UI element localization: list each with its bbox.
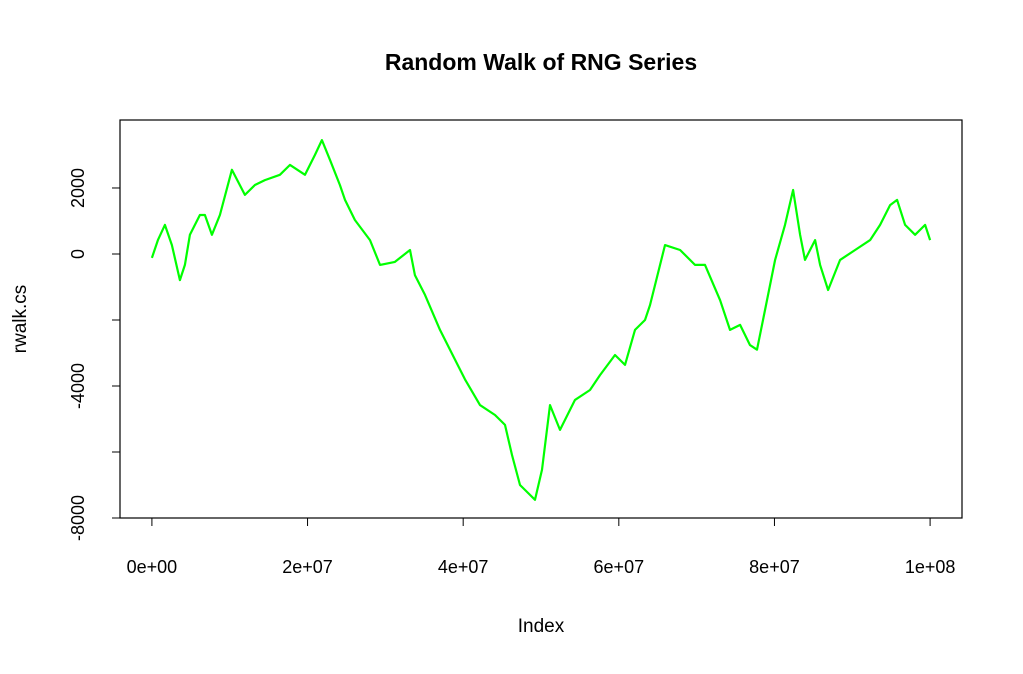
data-line [150,139,932,501]
x-tick-label: 2e+07 [282,557,333,577]
x-tick-label: 1e+08 [905,557,956,577]
x-tick-label: 4e+07 [438,557,489,577]
chart-title: Random Walk of RNG Series [385,49,697,75]
y-tick-label: -8000 [68,495,88,541]
x-axis-label: Index [518,616,565,637]
y-axis-label: rwalk.cs [10,285,31,354]
y-tick-label: 0 [68,249,88,259]
x-tick-label: 0e+00 [127,557,178,577]
x-tick-label: 8e+07 [749,557,800,577]
plot-frame [119,119,963,519]
y-tick-label: 2000 [68,168,88,208]
y-tick-label: -4000 [68,363,88,409]
x-tick-label: 6e+07 [594,557,645,577]
